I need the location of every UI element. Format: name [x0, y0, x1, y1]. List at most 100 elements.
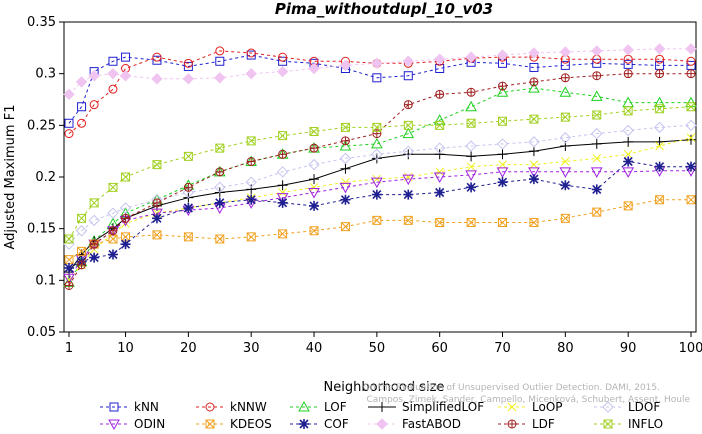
data-point [435, 120, 445, 130]
data-point [246, 232, 256, 242]
data-point [653, 43, 666, 55]
data-point [278, 56, 288, 66]
legend-item-knnw: kNNW [196, 400, 267, 414]
data-point [183, 232, 193, 242]
data-point [107, 207, 119, 219]
legend-item-fastabod: FastABOD [368, 417, 461, 431]
data-point [591, 127, 603, 140]
data-point [622, 44, 634, 56]
series-line [68, 137, 692, 281]
x-tick-label: 30 [243, 341, 260, 356]
data-point [77, 213, 87, 223]
data-point [433, 114, 446, 125]
data-point [152, 230, 162, 240]
legend-label: INFLO [628, 417, 663, 431]
legend-label: ODIN [134, 417, 165, 431]
data-point [341, 177, 350, 187]
data-point [529, 160, 539, 169]
data-point [183, 151, 193, 161]
x-tick-label: 1 [65, 341, 73, 356]
data-point [623, 106, 633, 116]
legend-item-kdeos: KDEOS [196, 417, 272, 431]
data-point [107, 249, 118, 260]
data-point [403, 120, 413, 130]
y-tick-label: 0.25 [27, 118, 56, 133]
x-tick-label: 80 [557, 341, 574, 356]
data-point [466, 162, 476, 172]
x-tick-label: 50 [369, 341, 386, 356]
data-point [655, 69, 665, 79]
legend-swatch-marker [507, 402, 517, 412]
legend-swatch-marker [602, 401, 614, 413]
chart-title: Pima_withoutdupl_10_v03 [275, 0, 493, 18]
x-tick-label: 100 [679, 341, 702, 356]
data-point [309, 200, 320, 211]
legend-label: LoOP [532, 400, 563, 414]
x-tick-label: 90 [620, 341, 637, 356]
data-point [623, 69, 633, 79]
data-point [77, 118, 87, 128]
data-point [215, 234, 225, 244]
data-point [108, 56, 118, 66]
data-point [592, 207, 602, 217]
data-point [435, 167, 445, 177]
data-point [151, 213, 162, 224]
series-line [68, 124, 692, 245]
data-point [152, 55, 162, 65]
data-point [340, 222, 350, 232]
data-point [151, 73, 163, 85]
data-point [402, 55, 414, 67]
data-point [655, 104, 665, 114]
series-line [68, 73, 691, 286]
data-point [592, 154, 602, 163]
x-tick-label: 10 [117, 341, 134, 356]
data-point [623, 136, 634, 147]
legend-swatch-marker [376, 418, 388, 430]
data-point [686, 161, 696, 172]
legend-swatch-marker [205, 419, 215, 429]
data-point [372, 73, 382, 83]
data-point [654, 136, 665, 147]
data-point [623, 156, 634, 167]
data-point [215, 143, 225, 153]
data-point [592, 110, 602, 120]
data-point [465, 51, 477, 63]
y-tick-label: 0.2 [35, 170, 56, 185]
data-point [623, 59, 633, 69]
data-point [246, 136, 256, 146]
data-point [465, 140, 477, 152]
data-point [496, 49, 509, 61]
data-point [276, 193, 289, 204]
data-point [402, 145, 414, 157]
data-point [152, 52, 162, 62]
data-point [434, 149, 445, 160]
data-point [108, 226, 118, 236]
y-axis: 0.05 0.1 0.15 0.2 0.25 0.3 0.35 [27, 15, 64, 340]
data-point [496, 167, 509, 178]
data-point [655, 195, 665, 205]
data-point [465, 100, 477, 112]
data-point [64, 262, 74, 273]
data-point [107, 67, 119, 80]
data-point [63, 88, 75, 101]
legend-label: LOF [324, 400, 347, 414]
data-point [340, 163, 351, 174]
data-point [372, 215, 382, 225]
legend-label: COF [324, 417, 349, 431]
data-point [339, 182, 352, 194]
data-point [528, 146, 539, 157]
legend-label: KDEOS [230, 417, 272, 431]
data-point [465, 170, 477, 181]
data-point [119, 202, 132, 214]
data-point [121, 213, 131, 223]
data-point [433, 53, 446, 65]
data-point [591, 184, 602, 195]
data-point [559, 167, 572, 178]
data-point [120, 239, 131, 250]
legend-label: kNN [134, 400, 159, 414]
data-point [340, 194, 351, 205]
legend-swatch-marker [507, 419, 517, 429]
data-point [108, 84, 118, 94]
data-point [686, 69, 696, 79]
data-point [528, 82, 540, 93]
